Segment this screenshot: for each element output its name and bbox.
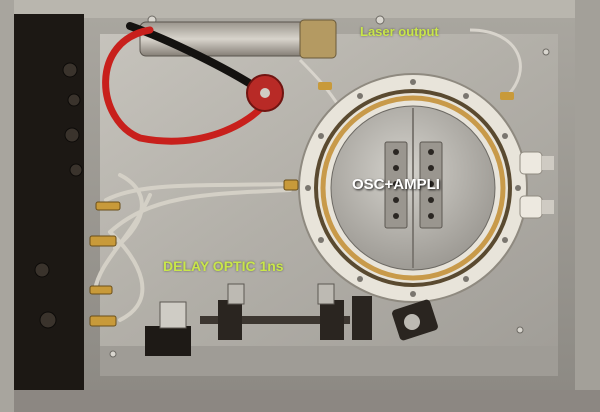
label-osc-ampli: OSC+AMPLI (352, 176, 440, 193)
osc-ampli-chamber (298, 73, 554, 303)
red-cable (102, 26, 272, 145)
delay-optic-assembly (145, 283, 438, 356)
label-laser-output: Laser output (360, 24, 439, 39)
connector-bank (34, 62, 83, 329)
label-delay-optic: DELAY OPTIC 1ns (163, 258, 284, 274)
cooling-tubes (93, 173, 292, 322)
